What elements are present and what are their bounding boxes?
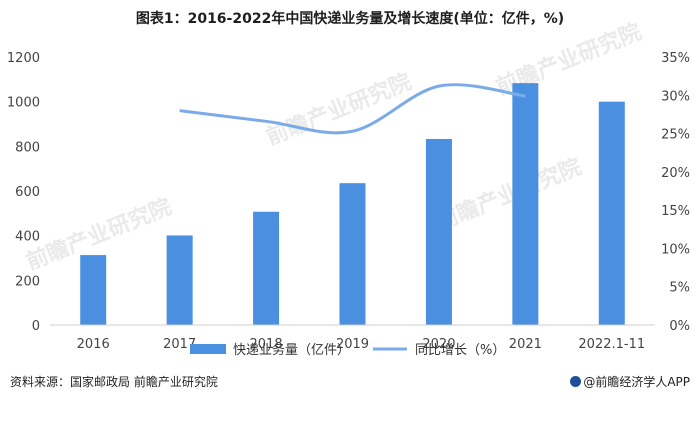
right-tick-label: 0%: [669, 319, 690, 334]
left-tick-label: 600: [15, 185, 40, 200]
bar: [253, 211, 280, 325]
bar: [80, 255, 107, 325]
brand-text: @前瞻经济学人APP: [583, 375, 690, 389]
left-tick-label: 0: [32, 319, 40, 334]
bars: [80, 83, 625, 326]
bar: [598, 101, 625, 326]
legend-line-label: 同比增长（%）: [415, 343, 505, 358]
bar: [339, 183, 366, 325]
right-tick-label: 10%: [661, 242, 690, 257]
legend-bar-label: 快递业务量（亿件）: [233, 342, 350, 358]
watermark-text: 前瞻产业研究院: [433, 154, 586, 236]
right-axis-ticks: 0% 5% 10% 15% 20% 25% 30% 35%: [661, 51, 690, 334]
left-axis-ticks: 0 200 400 600 800 1000 1200: [7, 51, 40, 334]
growth-line-path: [179, 83, 526, 135]
x-tick-label: 2016: [77, 337, 110, 352]
legend-bar-swatch: [190, 344, 226, 354]
growth-line: [179, 83, 526, 135]
brand-label: @前瞻经济学人APP: [570, 373, 690, 390]
right-tick-label: 35%: [661, 51, 690, 66]
right-tick-label: 30%: [661, 89, 690, 104]
left-tick-label: 400: [15, 230, 40, 245]
left-tick-label: 800: [15, 140, 40, 155]
legend: 快递业务量（亿件） 同比增长（%）: [190, 342, 505, 358]
x-tick-label: 2017: [163, 337, 196, 352]
bar: [425, 138, 452, 325]
right-tick-label: 20%: [661, 166, 690, 181]
right-tick-label: 25%: [661, 128, 690, 143]
x-tick-label: 2018: [250, 337, 283, 352]
left-tick-label: 1000: [7, 96, 40, 111]
bar: [166, 235, 193, 325]
right-tick-label: 15%: [661, 204, 690, 219]
left-tick-label: 200: [15, 274, 40, 289]
left-tick-label: 1200: [7, 51, 40, 66]
brand-logo-icon: [570, 376, 582, 387]
x-tick-label: 2022.1-11: [578, 337, 645, 352]
x-tick-label: 2021: [509, 337, 542, 352]
x-tick-label: 2019: [336, 337, 369, 352]
x-tick-label: 2020: [422, 337, 455, 352]
x-axis: 2016 2017 2018 2019 2020 2021 2022.1-11: [50, 324, 655, 352]
chart-title: 图表1：2016-2022年中国快递业务量及增长速度(单位：亿件，%): [135, 11, 565, 27]
bar: [512, 83, 539, 325]
right-tick-label: 5%: [669, 281, 690, 296]
source-note: 资料来源：国家邮政局 前瞻产业研究院: [10, 375, 218, 389]
